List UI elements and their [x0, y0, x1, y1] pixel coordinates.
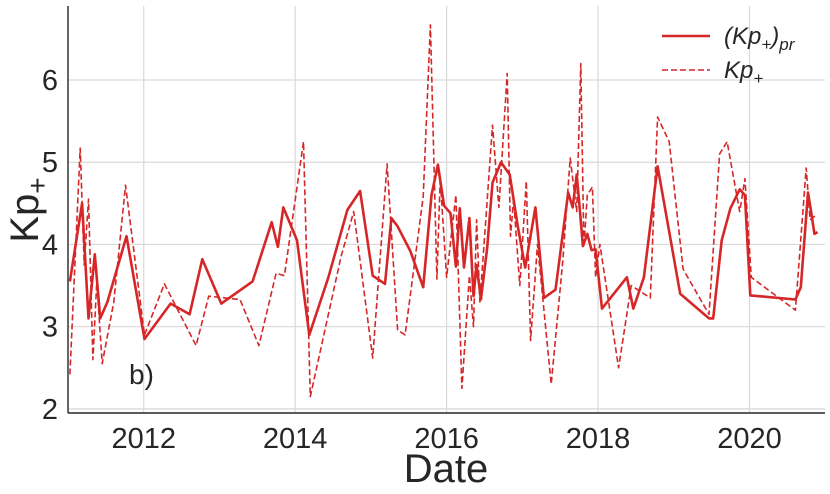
- legend-label-predicted-sub2: pr: [778, 35, 795, 54]
- y-tick-label: 5: [42, 147, 58, 179]
- x-tick-label: 2020: [717, 423, 782, 455]
- y-axis-title-main: Kp: [3, 194, 47, 243]
- y-tick-label: 6: [42, 65, 58, 97]
- axes: [67, 6, 825, 414]
- y-tick-labels: 2 3 4 5 6: [42, 65, 58, 426]
- panel-label: b): [129, 359, 154, 390]
- x-axis-title: Date: [404, 447, 489, 491]
- series-line-predicted: [68, 160, 819, 341]
- legend: (Kp+)pr Kp+: [662, 23, 796, 88]
- x-tick-label: 2014: [263, 423, 328, 455]
- x-tick-labels: 2012 2014 2016 2018 2020: [111, 423, 781, 455]
- legend-label-predicted-main: (Kp: [724, 23, 761, 50]
- series-line-observed: [69, 24, 816, 398]
- x-tick-label: 2012: [111, 423, 176, 455]
- legend-label-observed-sub: +: [753, 69, 763, 88]
- legend-label-predicted-close: ): [768, 23, 779, 50]
- y-tick-label: 4: [42, 229, 58, 261]
- series-lines: [68, 24, 819, 398]
- y-tick-label: 3: [42, 312, 58, 344]
- x-tick-label: 2016: [414, 423, 479, 455]
- legend-label-observed: Kp+: [724, 57, 763, 88]
- y-axis-title-subscript: +: [22, 177, 53, 193]
- legend-label-predicted: (Kp+)pr: [724, 23, 796, 54]
- grid-lines: [68, 6, 825, 413]
- x-tick-label: 2018: [566, 423, 631, 455]
- legend-label-predicted-sub: +: [761, 35, 771, 54]
- legend-label-observed-main: Kp: [724, 57, 753, 84]
- y-axis-title: Kp+: [3, 177, 53, 242]
- y-tick-label: 2: [42, 394, 58, 426]
